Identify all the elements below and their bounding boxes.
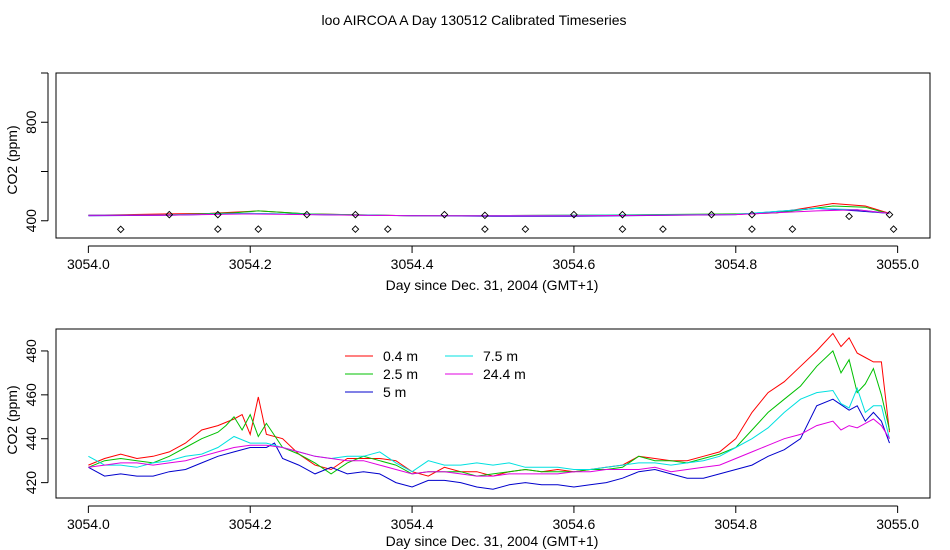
top-panel-x-axis-label: Day since Dec. 31, 2004 (GMT+1) bbox=[386, 277, 599, 293]
top-panel-y-axis-label: CO2 (ppm) bbox=[4, 125, 20, 194]
top-diamond-marker bbox=[748, 225, 756, 233]
bottom-series-line-5-m bbox=[88, 398, 890, 490]
top-diamond-marker bbox=[618, 210, 627, 219]
bottom-x-tick-label: 3054.2 bbox=[229, 516, 272, 532]
bottom-y-tick-label: 480 bbox=[23, 339, 39, 363]
top-diamond-marker bbox=[116, 225, 125, 234]
top-diamond-marker bbox=[481, 211, 489, 220]
bottom-panel-y-axis-label: CO2 (ppm) bbox=[4, 385, 20, 454]
bottom-x-tick-label: 3055.0 bbox=[876, 516, 919, 532]
bottom-panel: 3054.0 3054.2 3054.4 3054.6 3054.8 3055.0 420 4… bbox=[23, 328, 931, 532]
bottom-plot-frame bbox=[55, 328, 931, 499]
figure-title: loo AIRCOA A Day 130512 Calibrated Times… bbox=[321, 12, 626, 28]
bottom-series-line-24-4-m bbox=[88, 418, 890, 477]
top-panel: 3054.0 3054.2 3054.4 3054.6 3054.8 3055.0 400 8… bbox=[23, 72, 931, 272]
legend-label: 7.5 m bbox=[483, 348, 518, 364]
legend-label: 24.4 m bbox=[483, 366, 526, 382]
bottom-series-line-7-5-m bbox=[88, 386, 890, 473]
top-y-tick-label: 800 bbox=[23, 110, 39, 134]
top-diamond-marker bbox=[885, 210, 894, 219]
top-y-tick-label: 400 bbox=[23, 209, 39, 233]
legend: 0.4 m 2.5 m 5 m 7.5 m 24.4 m bbox=[345, 348, 526, 400]
bottom-x-tick-label: 3054.8 bbox=[714, 516, 757, 532]
top-series-line-4 bbox=[88, 209, 890, 217]
top-diamond-marker bbox=[214, 225, 222, 233]
top-diamond-marker bbox=[351, 210, 360, 219]
top-diamond-marker bbox=[659, 225, 667, 233]
top-diamond-marker bbox=[303, 210, 311, 219]
top-diamond-marker bbox=[788, 225, 797, 233]
top-x-tick-label: 3054.4 bbox=[391, 256, 434, 272]
top-diamond-marker bbox=[521, 225, 530, 233]
top-x-tick-label: 3054.0 bbox=[67, 256, 110, 272]
top-diamond-marker bbox=[351, 225, 360, 233]
bottom-x-tick-label: 3054.4 bbox=[391, 516, 434, 532]
top-diamond-marker bbox=[845, 212, 853, 221]
bottom-y-tick-label: 440 bbox=[23, 427, 39, 451]
top-x-tick-label: 3055.0 bbox=[876, 256, 919, 272]
top-diamond-marker bbox=[707, 210, 716, 219]
top-diamond-marker bbox=[254, 225, 263, 233]
top-diamond-marker bbox=[440, 210, 449, 219]
bottom-panel-x-axis-label: Day since Dec. 31, 2004 (GMT+1) bbox=[386, 533, 599, 549]
top-diamond-marker bbox=[570, 210, 578, 219]
bottom-y-tick-label: 420 bbox=[23, 471, 39, 495]
bottom-x-tick-label: 3054.6 bbox=[553, 516, 596, 532]
top-diamond-marker bbox=[165, 210, 174, 219]
bottom-series-line-2-5-m bbox=[88, 350, 890, 477]
top-diamond-marker bbox=[618, 225, 627, 233]
top-x-tick-label: 3054.2 bbox=[229, 256, 272, 272]
bottom-x-tick-label: 3054.0 bbox=[67, 516, 110, 532]
top-diamond-marker bbox=[481, 225, 489, 233]
top-x-tick-label: 3054.8 bbox=[714, 256, 757, 272]
top-diamond-marker bbox=[214, 210, 222, 219]
legend-label: 5 m bbox=[383, 384, 406, 400]
legend-label: 0.4 m bbox=[383, 348, 418, 364]
top-plot-frame bbox=[55, 72, 931, 239]
bottom-y-tick-label: 460 bbox=[23, 383, 39, 407]
top-diamond-marker bbox=[889, 225, 898, 233]
top-diamond-marker bbox=[748, 210, 756, 219]
top-diamond-marker bbox=[383, 225, 392, 233]
top-x-tick-label: 3054.6 bbox=[553, 256, 596, 272]
legend-label: 2.5 m bbox=[383, 366, 418, 382]
